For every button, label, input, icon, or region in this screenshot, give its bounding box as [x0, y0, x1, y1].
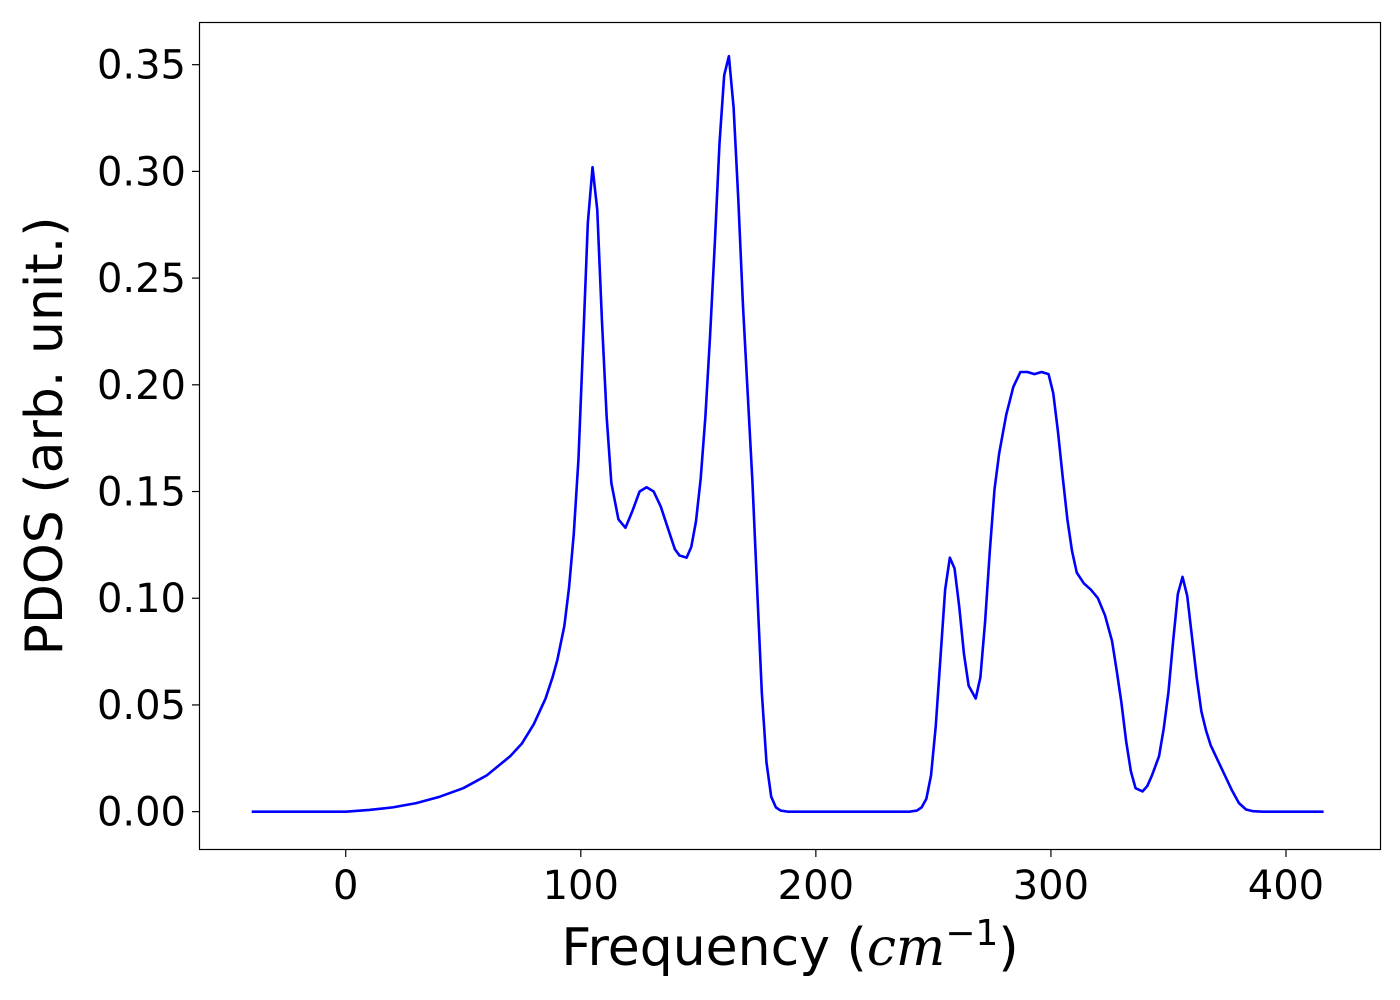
y-tick-label: 0.15	[97, 470, 186, 516]
y-tick-label: 0.20	[97, 363, 186, 409]
x-axis-title: Frequency (cm−1)	[561, 913, 1018, 978]
y-tick-label: 0.30	[97, 149, 186, 195]
y-tick-label: 0.35	[97, 43, 186, 89]
y-axis-ticks: 0.00 0.05 0.10 0.15 0.20 0.25 0.30 0.35	[97, 43, 200, 836]
y-tick-label: 0.25	[97, 256, 186, 302]
pdos-series-line	[251, 54, 1324, 813]
x-tick-label: 200	[778, 863, 854, 909]
y-tick-label: 0.00	[97, 790, 186, 836]
x-axis-ticks: 0 100 200 300 400	[333, 849, 1324, 909]
plot-area-frame	[198, 21, 1382, 851]
y-tick-label: 0.05	[97, 683, 186, 729]
y-tick-label: 0.10	[97, 576, 186, 622]
x-tick-label: 400	[1248, 863, 1324, 909]
x-tick-label: 100	[543, 863, 619, 909]
x-tick-label: 0	[333, 863, 358, 909]
y-axis-title: PDOS (arb. unit.)	[15, 216, 75, 655]
x-tick-label: 300	[1013, 863, 1089, 909]
